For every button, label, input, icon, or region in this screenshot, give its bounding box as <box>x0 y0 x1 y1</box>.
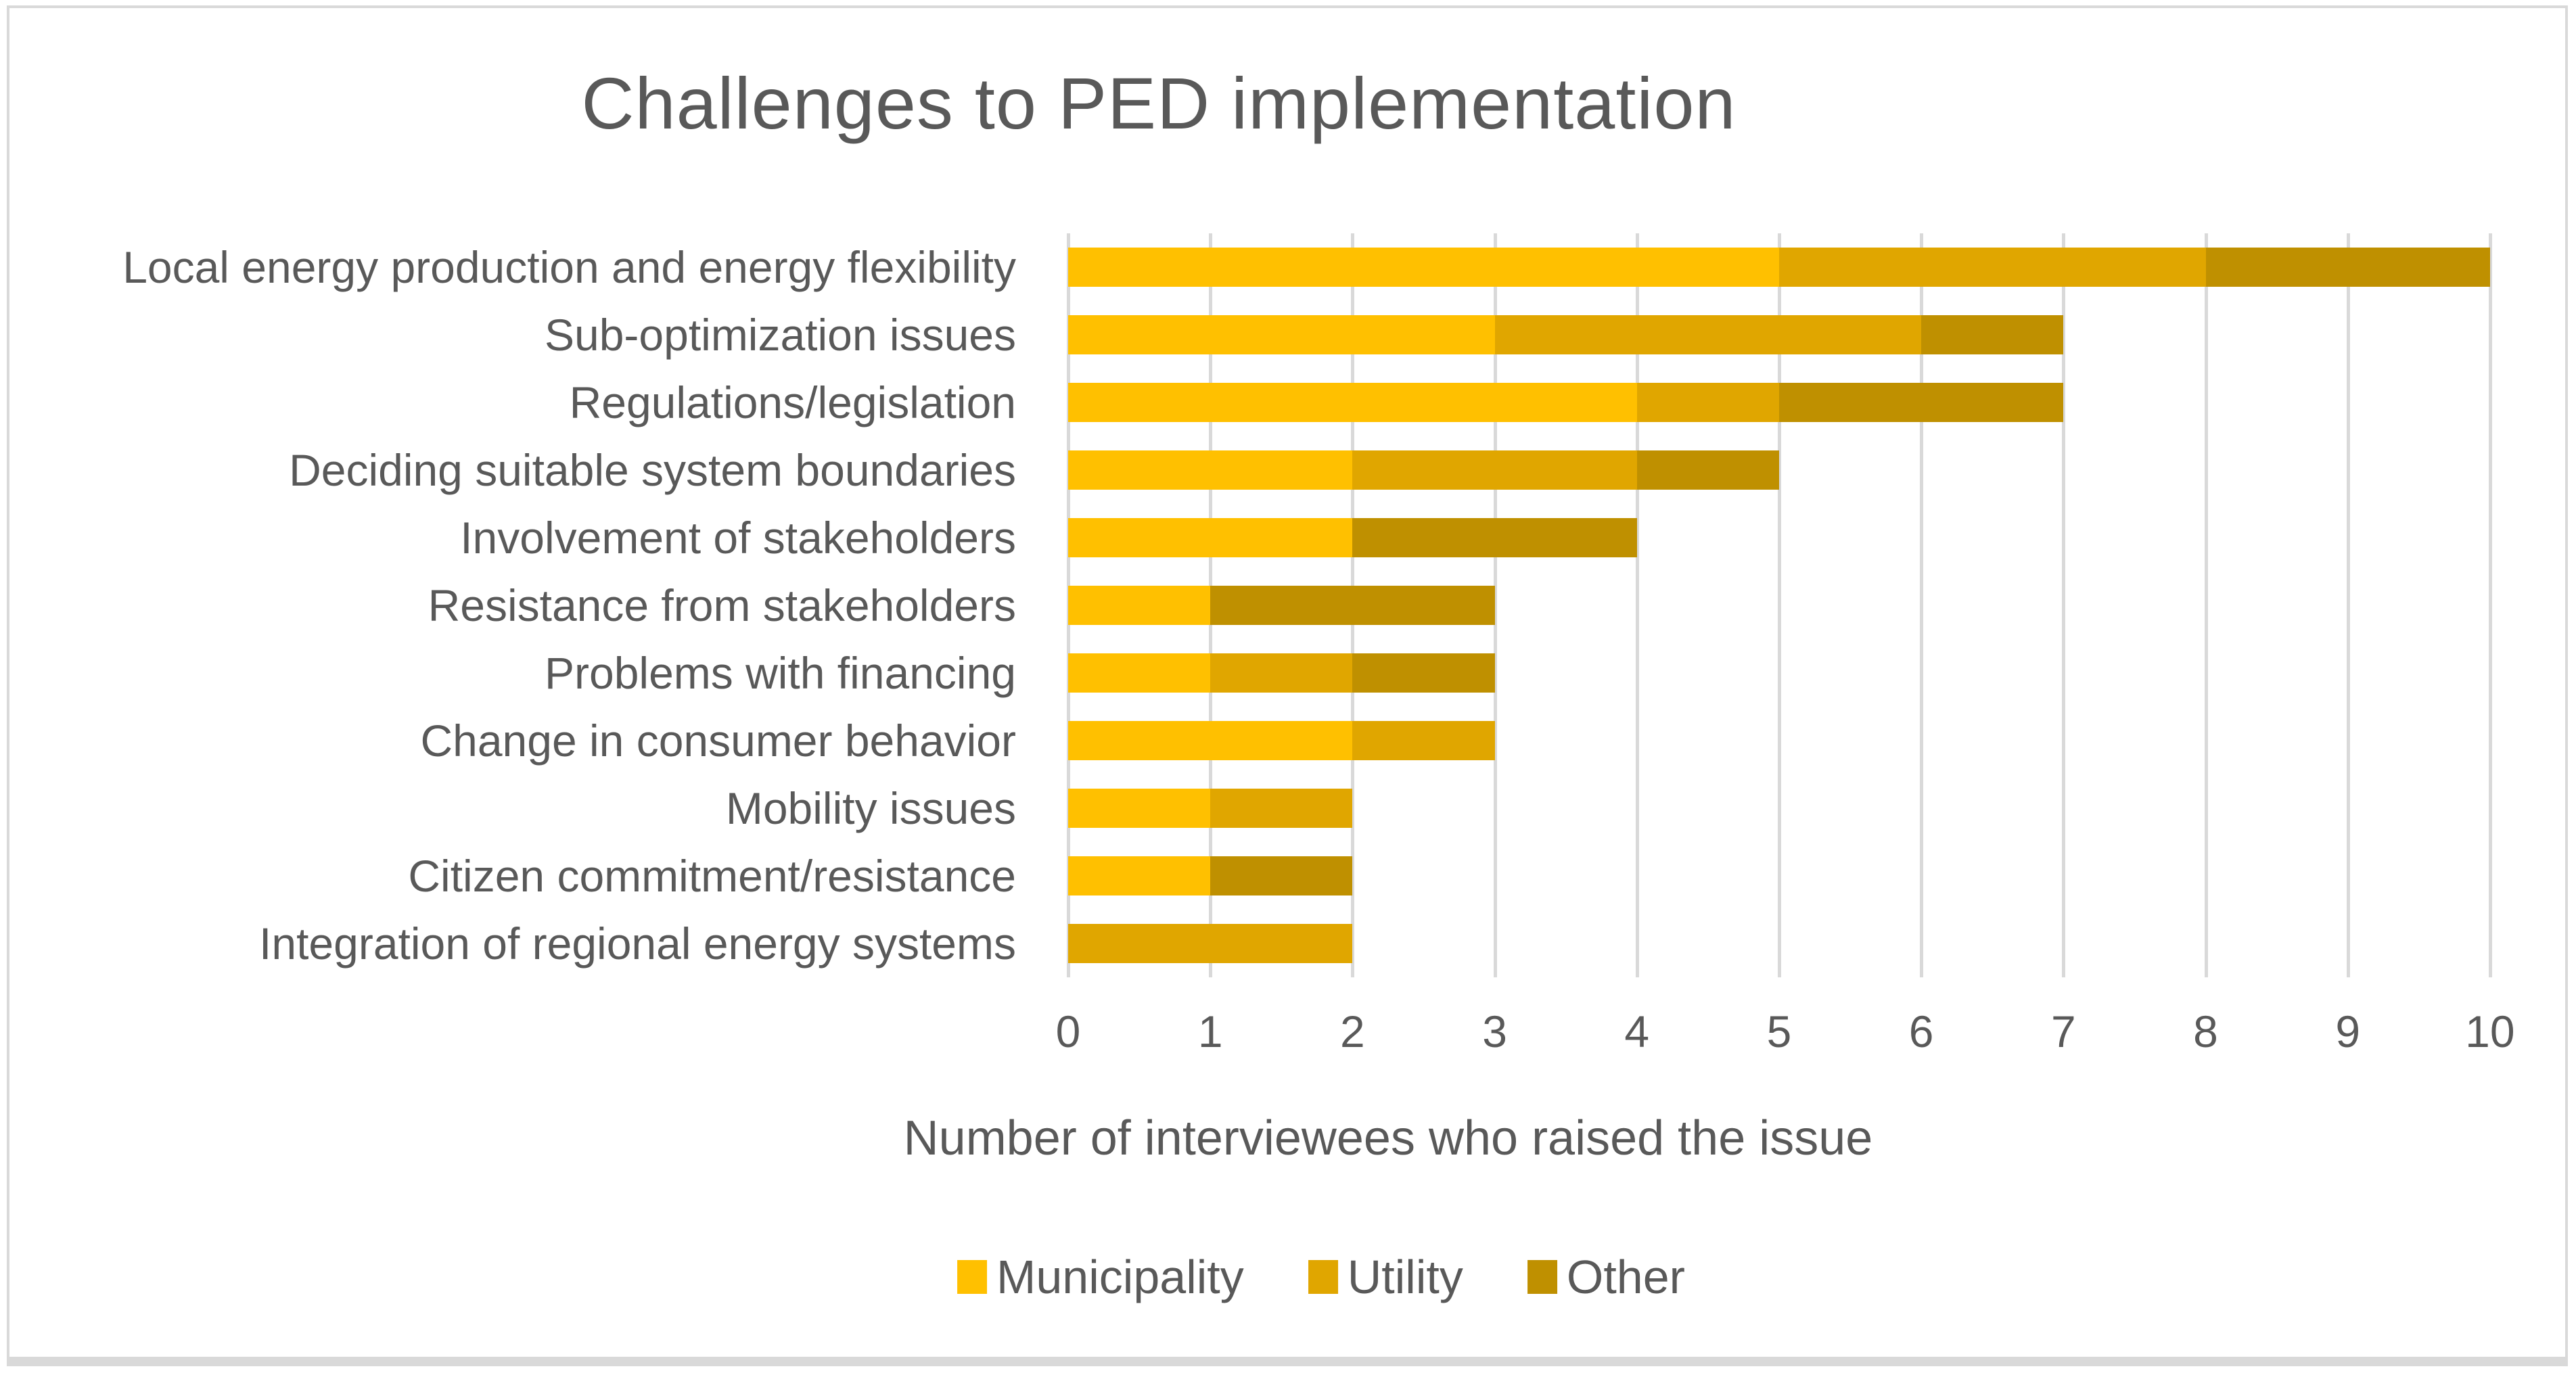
category-label: Resistance from stakeholders <box>428 580 1016 630</box>
bar-segment-utility <box>1352 450 1637 490</box>
bar-row <box>1068 842 2490 910</box>
bar-segment-other <box>2205 248 2490 287</box>
bar-segment-municipality <box>1068 856 1211 895</box>
bar-segment-utility <box>1210 653 1353 693</box>
x-tick-label: 0 <box>1055 1006 1081 1056</box>
gridline-10 <box>2489 233 2492 977</box>
legend-swatch-utility <box>1308 1260 1338 1294</box>
bar-row <box>1068 301 2490 369</box>
chart-title: Challenges to PED implementation <box>581 62 1736 144</box>
x-tick-label: 5 <box>1766 1006 1792 1056</box>
bar-rows-layer <box>1068 233 2490 977</box>
bar-segment-utility <box>1068 924 1353 963</box>
bar-row <box>1068 774 2490 842</box>
x-axis-tick-labels: 0 1 2 3 4 5 6 7 8 9 10 <box>997 1006 2561 1057</box>
x-axis-title: Number of interviewees who raised the is… <box>903 1111 1873 1165</box>
category-label: Integration of regional energy systems <box>259 918 1016 969</box>
bar-segment-other <box>1210 856 1353 895</box>
stacked-bar <box>1068 856 2490 895</box>
bar-row <box>1068 639 2490 707</box>
category-label: Deciding suitable system boundaries <box>289 445 1016 495</box>
bar-segment-other <box>1636 450 1779 490</box>
bar-segment-other <box>1352 518 1637 557</box>
x-tick-label: 10 <box>2465 1006 2515 1056</box>
bar-segment-municipality <box>1068 383 1637 422</box>
gridline-8 <box>2204 233 2208 977</box>
legend-item-other: Other <box>1527 1250 1685 1304</box>
bar-segment-municipality <box>1068 450 1353 490</box>
bar-segment-municipality <box>1068 248 1779 287</box>
bar-segment-municipality <box>1068 789 1211 828</box>
category-label: Mobility issues <box>725 783 1016 833</box>
bar-segment-other <box>1921 315 2064 354</box>
legend-label: Municipality <box>996 1251 1244 1303</box>
bar-segment-municipality <box>1068 518 1353 557</box>
stacked-bar <box>1068 721 2490 760</box>
bar-row <box>1068 910 2490 977</box>
stacked-bar <box>1068 248 2490 287</box>
x-tick-label: 9 <box>2335 1006 2361 1056</box>
stacked-bar <box>1068 789 2490 828</box>
x-tick-label: 8 <box>2193 1006 2218 1056</box>
category-label: Local energy production and energy flexi… <box>122 242 1016 292</box>
bar-segment-municipality <box>1068 586 1211 625</box>
gridline-4 <box>1635 233 1639 977</box>
category-axis-labels: Local energy production and energy flexi… <box>0 233 1042 977</box>
category-label: Problems with financing <box>545 648 1016 698</box>
legend-item-municipality: Municipality <box>957 1250 1244 1304</box>
stacked-bar <box>1068 315 2490 354</box>
stacked-bar <box>1068 450 2490 490</box>
bar-row <box>1068 707 2490 774</box>
bar-segment-municipality <box>1068 721 1353 760</box>
bar-row <box>1068 436 2490 504</box>
bar-segment-municipality <box>1068 315 1495 354</box>
x-tick-label: 2 <box>1340 1006 1365 1056</box>
plot-area <box>1067 233 2492 977</box>
legend-item-utility: Utility <box>1308 1250 1463 1304</box>
legend-label: Utility <box>1347 1251 1463 1303</box>
stacked-bar <box>1068 924 2490 963</box>
bar-segment-utility <box>1210 789 1353 828</box>
bar-segment-utility <box>1779 248 2206 287</box>
bar-row <box>1068 233 2490 301</box>
category-label: Regulations/legislation <box>569 377 1016 427</box>
bar-segment-other <box>1352 653 1495 693</box>
stacked-bar <box>1068 586 2490 625</box>
x-tick-label: 1 <box>1197 1006 1223 1056</box>
stacked-bar <box>1068 383 2490 422</box>
bar-segment-municipality <box>1068 653 1211 693</box>
legend-swatch-municipality <box>957 1260 988 1294</box>
x-tick-label: 4 <box>1624 1006 1650 1056</box>
gridline-9 <box>2346 233 2350 977</box>
bar-row <box>1068 369 2490 436</box>
category-label: Sub-optimization issues <box>545 310 1016 360</box>
legend-swatch-other <box>1527 1260 1557 1294</box>
x-tick-label: 7 <box>2050 1006 2076 1056</box>
gridline-5 <box>1778 233 1781 977</box>
category-label: Change in consumer behavior <box>420 716 1016 766</box>
x-tick-label: 3 <box>1482 1006 1507 1056</box>
legend-label: Other <box>1566 1251 1685 1303</box>
category-label: Involvement of stakeholders <box>460 513 1016 563</box>
gridline-3 <box>1493 233 1497 977</box>
x-tick-label: 6 <box>1908 1006 1934 1056</box>
gridline-7 <box>2062 233 2066 977</box>
legend: Municipality Utility Other <box>957 1250 1685 1304</box>
category-label: Citizen commitment/resistance <box>408 851 1016 901</box>
stacked-bar <box>1068 518 2490 557</box>
bar-segment-other <box>1778 383 2064 422</box>
bar-row <box>1068 572 2490 639</box>
gridline-6 <box>1920 233 1924 977</box>
bar-segment-utility <box>1494 315 1922 354</box>
stacked-bar <box>1068 653 2490 693</box>
bar-segment-utility <box>1636 383 1779 422</box>
bar-row <box>1068 504 2490 572</box>
bar-segment-utility <box>1352 721 1495 760</box>
bar-segment-other <box>1210 586 1495 625</box>
